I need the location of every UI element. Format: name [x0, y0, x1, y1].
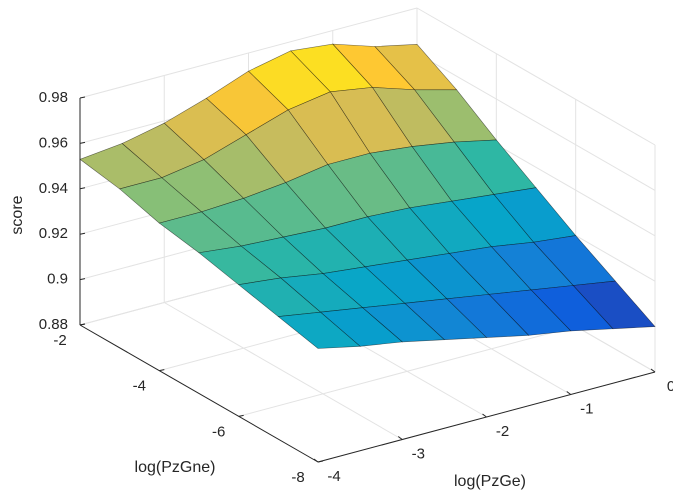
grid-line: [164, 302, 403, 440]
y-tick: [79, 323, 86, 326]
z-tick-label: 0.96: [39, 134, 68, 151]
z-tick: [79, 232, 86, 235]
y-tick-label: -8: [291, 469, 304, 486]
z-axis-label: score: [9, 195, 26, 234]
x-tick-label: 0: [667, 378, 673, 395]
x-tick-label: -2: [496, 423, 509, 440]
z-tick: [79, 96, 86, 99]
y-tick: [238, 414, 244, 417]
surface-patch: [277, 311, 361, 349]
z-tick-label: 0.88: [39, 316, 68, 333]
y-tick: [317, 460, 324, 463]
x-axis-label: log(PzGe): [454, 473, 526, 490]
y-tick-label: -2: [53, 332, 66, 349]
x-tick-label: -1: [580, 400, 593, 417]
x-tick-label: -3: [412, 445, 425, 462]
labels: 0.88 0.9 0.92 0.94 0.96 0.98 -4 -3 -2 -1 0 -8 -6 -4 -2: [39, 89, 673, 486]
z-tick-label: 0.9: [47, 271, 68, 288]
y-tick: [159, 369, 165, 372]
x-tick: [566, 391, 572, 395]
surface: [79, 43, 656, 349]
z-tick-label: 0.98: [39, 89, 68, 106]
y-tick-label: -4: [133, 378, 146, 395]
y-axis-label: log(PzGne): [135, 459, 216, 476]
x-tick: [397, 436, 403, 440]
x-tick-label: -4: [327, 468, 340, 485]
y-axis: [79, 324, 319, 463]
z-tick-label: 0.94: [39, 180, 68, 197]
z-tick: [79, 278, 86, 281]
grid-line: [416, 7, 656, 146]
y-tick-label: -6: [212, 423, 225, 440]
x-tick: [650, 368, 656, 373]
x-tick: [313, 458, 319, 463]
z-tick: [79, 187, 86, 190]
grid-line: [238, 325, 576, 417]
x-tick: [482, 413, 487, 418]
z-tick-label: 0.92: [39, 225, 68, 242]
grid-line: [416, 52, 656, 191]
z-tick: [79, 141, 86, 144]
